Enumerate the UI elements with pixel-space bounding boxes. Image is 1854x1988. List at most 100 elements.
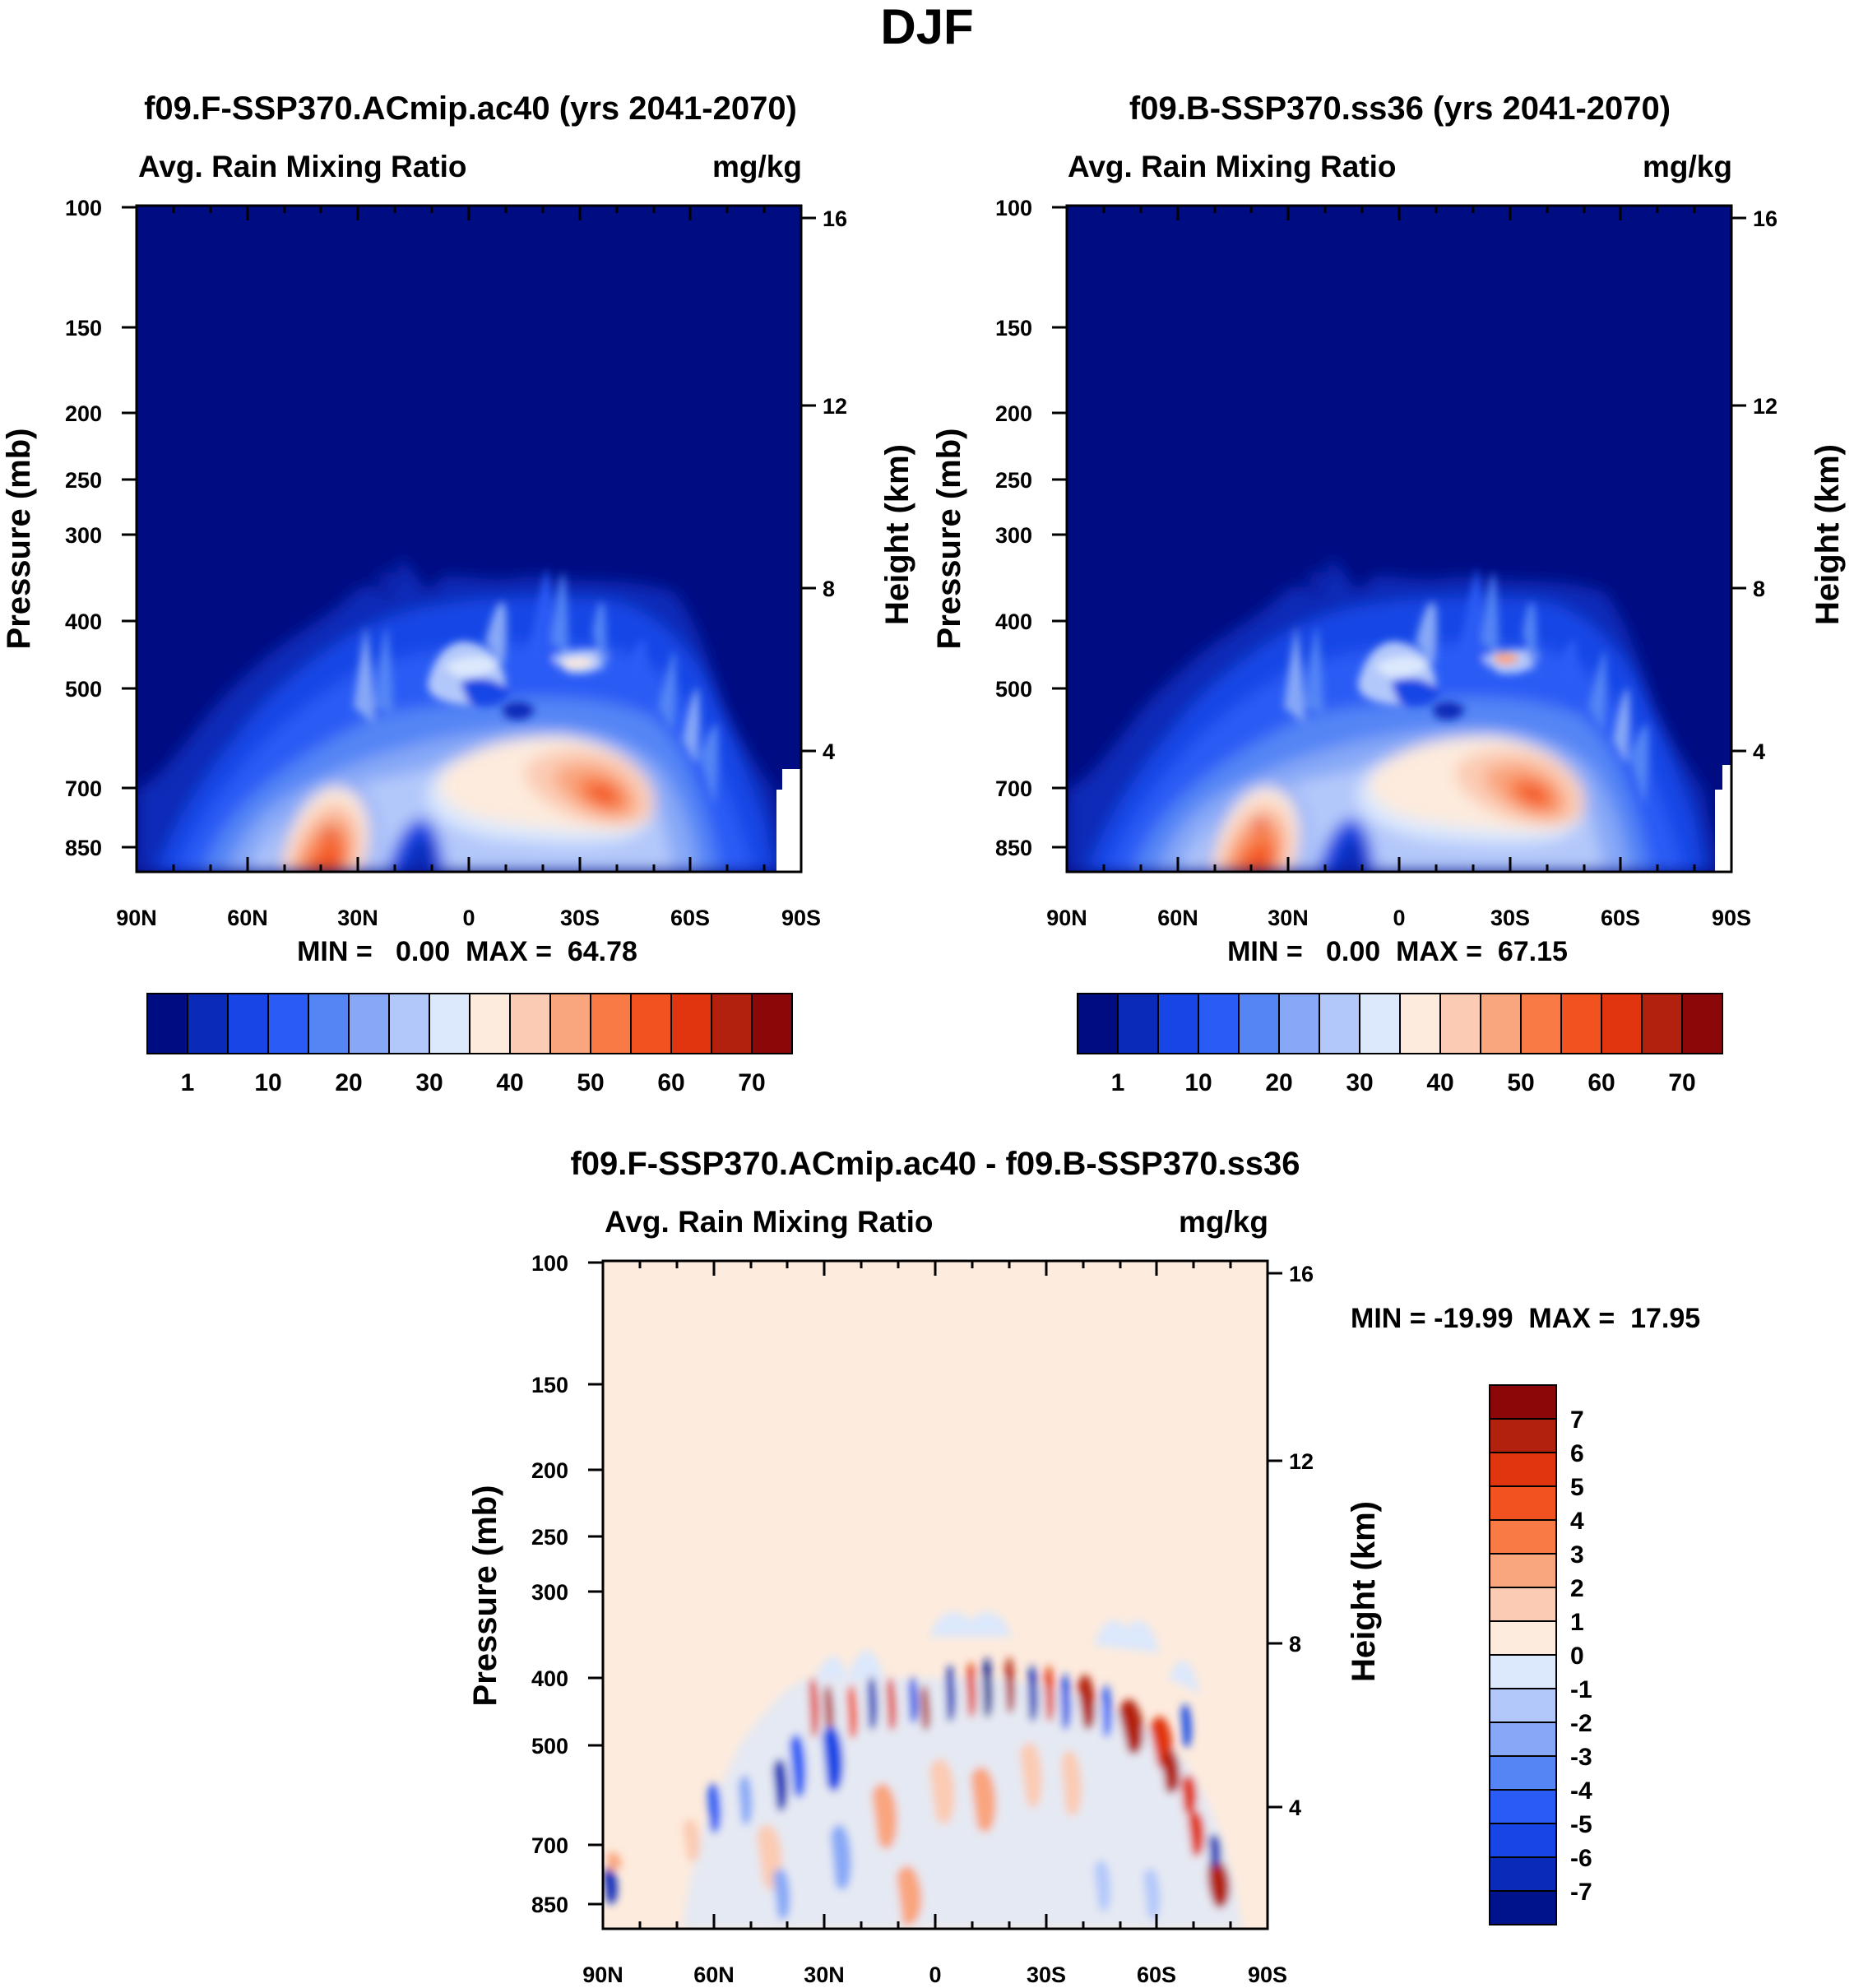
panel-3-y-tick-label: 100 (531, 1251, 568, 1276)
panel-1-x-tick-label: 30S (560, 906, 600, 930)
panel-1-y-tick-label: 250 (65, 468, 102, 493)
panel-2-y-tick-label: 100 (995, 196, 1032, 220)
panel-3-min-max: MIN = -19.99 MAX = 17.95 (1351, 1303, 1700, 1334)
panel-2-colorbar-label: 40 (1426, 1069, 1453, 1096)
panel-2-colorbar-label: 60 (1587, 1069, 1615, 1096)
panel-3-x-tick-label: 60S (1137, 1963, 1176, 1987)
panel-2-height-tick-labels: 16 12 8 4 (1753, 206, 1778, 764)
panel-3-colorbar-label: 1 (1570, 1609, 1584, 1636)
panel-2-colorbar-label: 70 (1668, 1069, 1695, 1096)
panel-2-x-tick-labels: 90N 60N 30N 0 30S 60S 90S (1046, 906, 1751, 930)
panel-3-y-tick-label: 400 (531, 1666, 568, 1691)
panel-1-contour-field (137, 559, 790, 872)
panel-2-y-tick-label: 200 (995, 401, 1032, 426)
panel-1-colorbar: 1 10 20 30 40 50 60 70 (146, 993, 793, 1096)
panel-2-x-tick-label: 30S (1490, 906, 1530, 930)
panel-3-y-tick-labels: 100 150 200 250 300 400 500 700 850 (531, 1251, 568, 1917)
panel-1-height-tick-labels: 16 12 8 4 (823, 206, 847, 764)
panel-1-height-tick-label: 8 (823, 577, 835, 601)
panel-2-y-tick-label: 400 (995, 609, 1032, 634)
panel-2-colorbar-label: 30 (1346, 1069, 1373, 1096)
panel-2-height-axis-label: Height (km) (1810, 444, 1846, 625)
panel-1-colorbar-label: 30 (415, 1069, 443, 1096)
panel-3-colorbar: 7 6 5 4 3 2 1 0 -1 -2 -3 -4 -5 -6 -7 (1489, 1384, 1592, 1925)
panel-3-colorbar-label: -3 (1570, 1744, 1592, 1771)
panel-3-height-tick-label: 8 (1289, 1632, 1301, 1657)
panel-1-x-tick-label: 90N (116, 906, 157, 930)
panel-1-y-tick-label: 400 (65, 609, 102, 634)
panel-3-colorbar-label: -5 (1570, 1811, 1592, 1838)
panel-3-x-tick-label: 60N (693, 1963, 735, 1987)
panel-1-height-axis-label: Height (km) (879, 444, 915, 625)
panel-3-y-tick-label: 250 (531, 1525, 568, 1550)
panel-2-colorbar: 1 10 20 30 40 50 60 70 (1077, 993, 1723, 1096)
panel-2-x-tick-label: 30N (1268, 906, 1309, 930)
panel-2-x-tick-label: 90S (1712, 906, 1751, 930)
panel-3-x-tick-label: 90S (1248, 1963, 1287, 1987)
panel-2-upper-streaks (1284, 568, 1649, 806)
panel-3-variable-label: Avg. Rain Mixing Ratio (605, 1205, 933, 1239)
panel-1-variable-label: Avg. Rain Mixing Ratio (138, 150, 466, 183)
panel-1-height-tick-label: 12 (823, 394, 847, 419)
panel-2-contour-field (1067, 559, 1720, 872)
panel-3-colorbar-label: 5 (1570, 1474, 1584, 1501)
panel-2-colorbar-label: 50 (1507, 1069, 1534, 1096)
panel-1-height-tick-label: 4 (823, 739, 835, 764)
panel-2-y-axis-label: Pressure (mb) (931, 429, 967, 650)
panel-2-y-tick-labels: 100 150 200 250 300 400 500 700 850 (995, 196, 1032, 860)
panel-3: f09.F-SSP370.ACmip.ac40 - f09.B-SSP370.s… (467, 1146, 1700, 1987)
panel-2-y-tick-label: 300 (995, 523, 1032, 548)
panel-1-y-tick-label: 700 (65, 776, 102, 801)
panel-1-x-tick-label: 90S (781, 906, 821, 930)
panel-3-colorbar-label: 4 (1570, 1508, 1584, 1535)
panel-3-x-tick-label: 30S (1027, 1963, 1066, 1987)
panel-2-x-tick-label: 60N (1157, 906, 1198, 930)
panel-1-y-tick-label: 200 (65, 401, 102, 426)
panel-1-y-tick-labels: 100 150 200 250 300 400 500 700 850 (65, 196, 102, 860)
panel-1-colorbar-label: 40 (496, 1069, 523, 1096)
panel-1-height-tick-label: 16 (823, 206, 847, 231)
panel-2-y-tick-label: 250 (995, 468, 1032, 493)
panel-2-y-tick-label: 850 (995, 836, 1032, 860)
panel-2-y-tick-label: 700 (995, 776, 1032, 801)
panel-3-colorbar-label: -6 (1570, 1845, 1592, 1872)
panel-3-axes (588, 1259, 1282, 1930)
panel-3-x-tick-label: 90N (582, 1963, 623, 1987)
panel-3-y-tick-label: 700 (531, 1833, 568, 1858)
panel-2-min-max: MIN = 0.00 MAX = 67.15 (1227, 936, 1568, 967)
panel-3-colorbar-label: -2 (1570, 1710, 1592, 1737)
panel-3-y-axis-label: Pressure (mb) (467, 1485, 503, 1707)
panel-2-height-tick-label: 16 (1753, 206, 1778, 231)
figure-title: DJF (880, 0, 973, 54)
panel-1-y-tick-label: 300 (65, 523, 102, 548)
panel-3-colorbar-label: 6 (1570, 1440, 1584, 1467)
panel-1-y-axis-label: Pressure (mb) (1, 429, 37, 650)
panel-3-height-tick-labels: 16 12 8 4 (1289, 1262, 1314, 1820)
panel-1-min-max: MIN = 0.00 MAX = 64.78 (297, 936, 637, 967)
panel-2-x-tick-label: 60S (1601, 906, 1640, 930)
panel-3-y-tick-label: 300 (531, 1580, 568, 1605)
panel-3-colorbar-label: 3 (1570, 1541, 1584, 1569)
panel-1-y-tick-label: 100 (65, 196, 102, 220)
panel-2-y-tick-label: 150 (995, 316, 1032, 341)
panel-3-colorbar-label: 0 (1570, 1643, 1584, 1670)
panel-1-missing-data-strip (782, 769, 801, 872)
panel-1-colorbar-label: 70 (738, 1069, 765, 1096)
panel-1-colorbar-label: 10 (254, 1069, 281, 1096)
panel-2-axes (1052, 204, 1746, 874)
panel-2-variable-label: Avg. Rain Mixing Ratio (1068, 150, 1396, 183)
panel-3-y-tick-label: 500 (531, 1734, 568, 1759)
panel-2-x-tick-label: 90N (1046, 906, 1087, 930)
panel-1-x-tick-label: 30N (337, 906, 378, 930)
panel-2-colorbar-label: 20 (1265, 1069, 1292, 1096)
panel-2-colorbar-label: 1 (1111, 1069, 1125, 1096)
panel-1-x-tick-labels: 90N 60N 30N 0 30S 60S 90S (116, 906, 821, 930)
panel-3-colorbar-label: -4 (1570, 1777, 1592, 1805)
panel-3-y-tick-label: 200 (531, 1458, 568, 1483)
panel-2-missing-data-strip (1722, 765, 1731, 872)
panel-3-title: f09.F-SSP370.ACmip.ac40 - f09.B-SSP370.s… (570, 1146, 1300, 1182)
panel-1-axes (122, 204, 816, 874)
panel-1-colorbar-label: 50 (577, 1069, 604, 1096)
panel-2-plot-area (1067, 206, 1731, 872)
